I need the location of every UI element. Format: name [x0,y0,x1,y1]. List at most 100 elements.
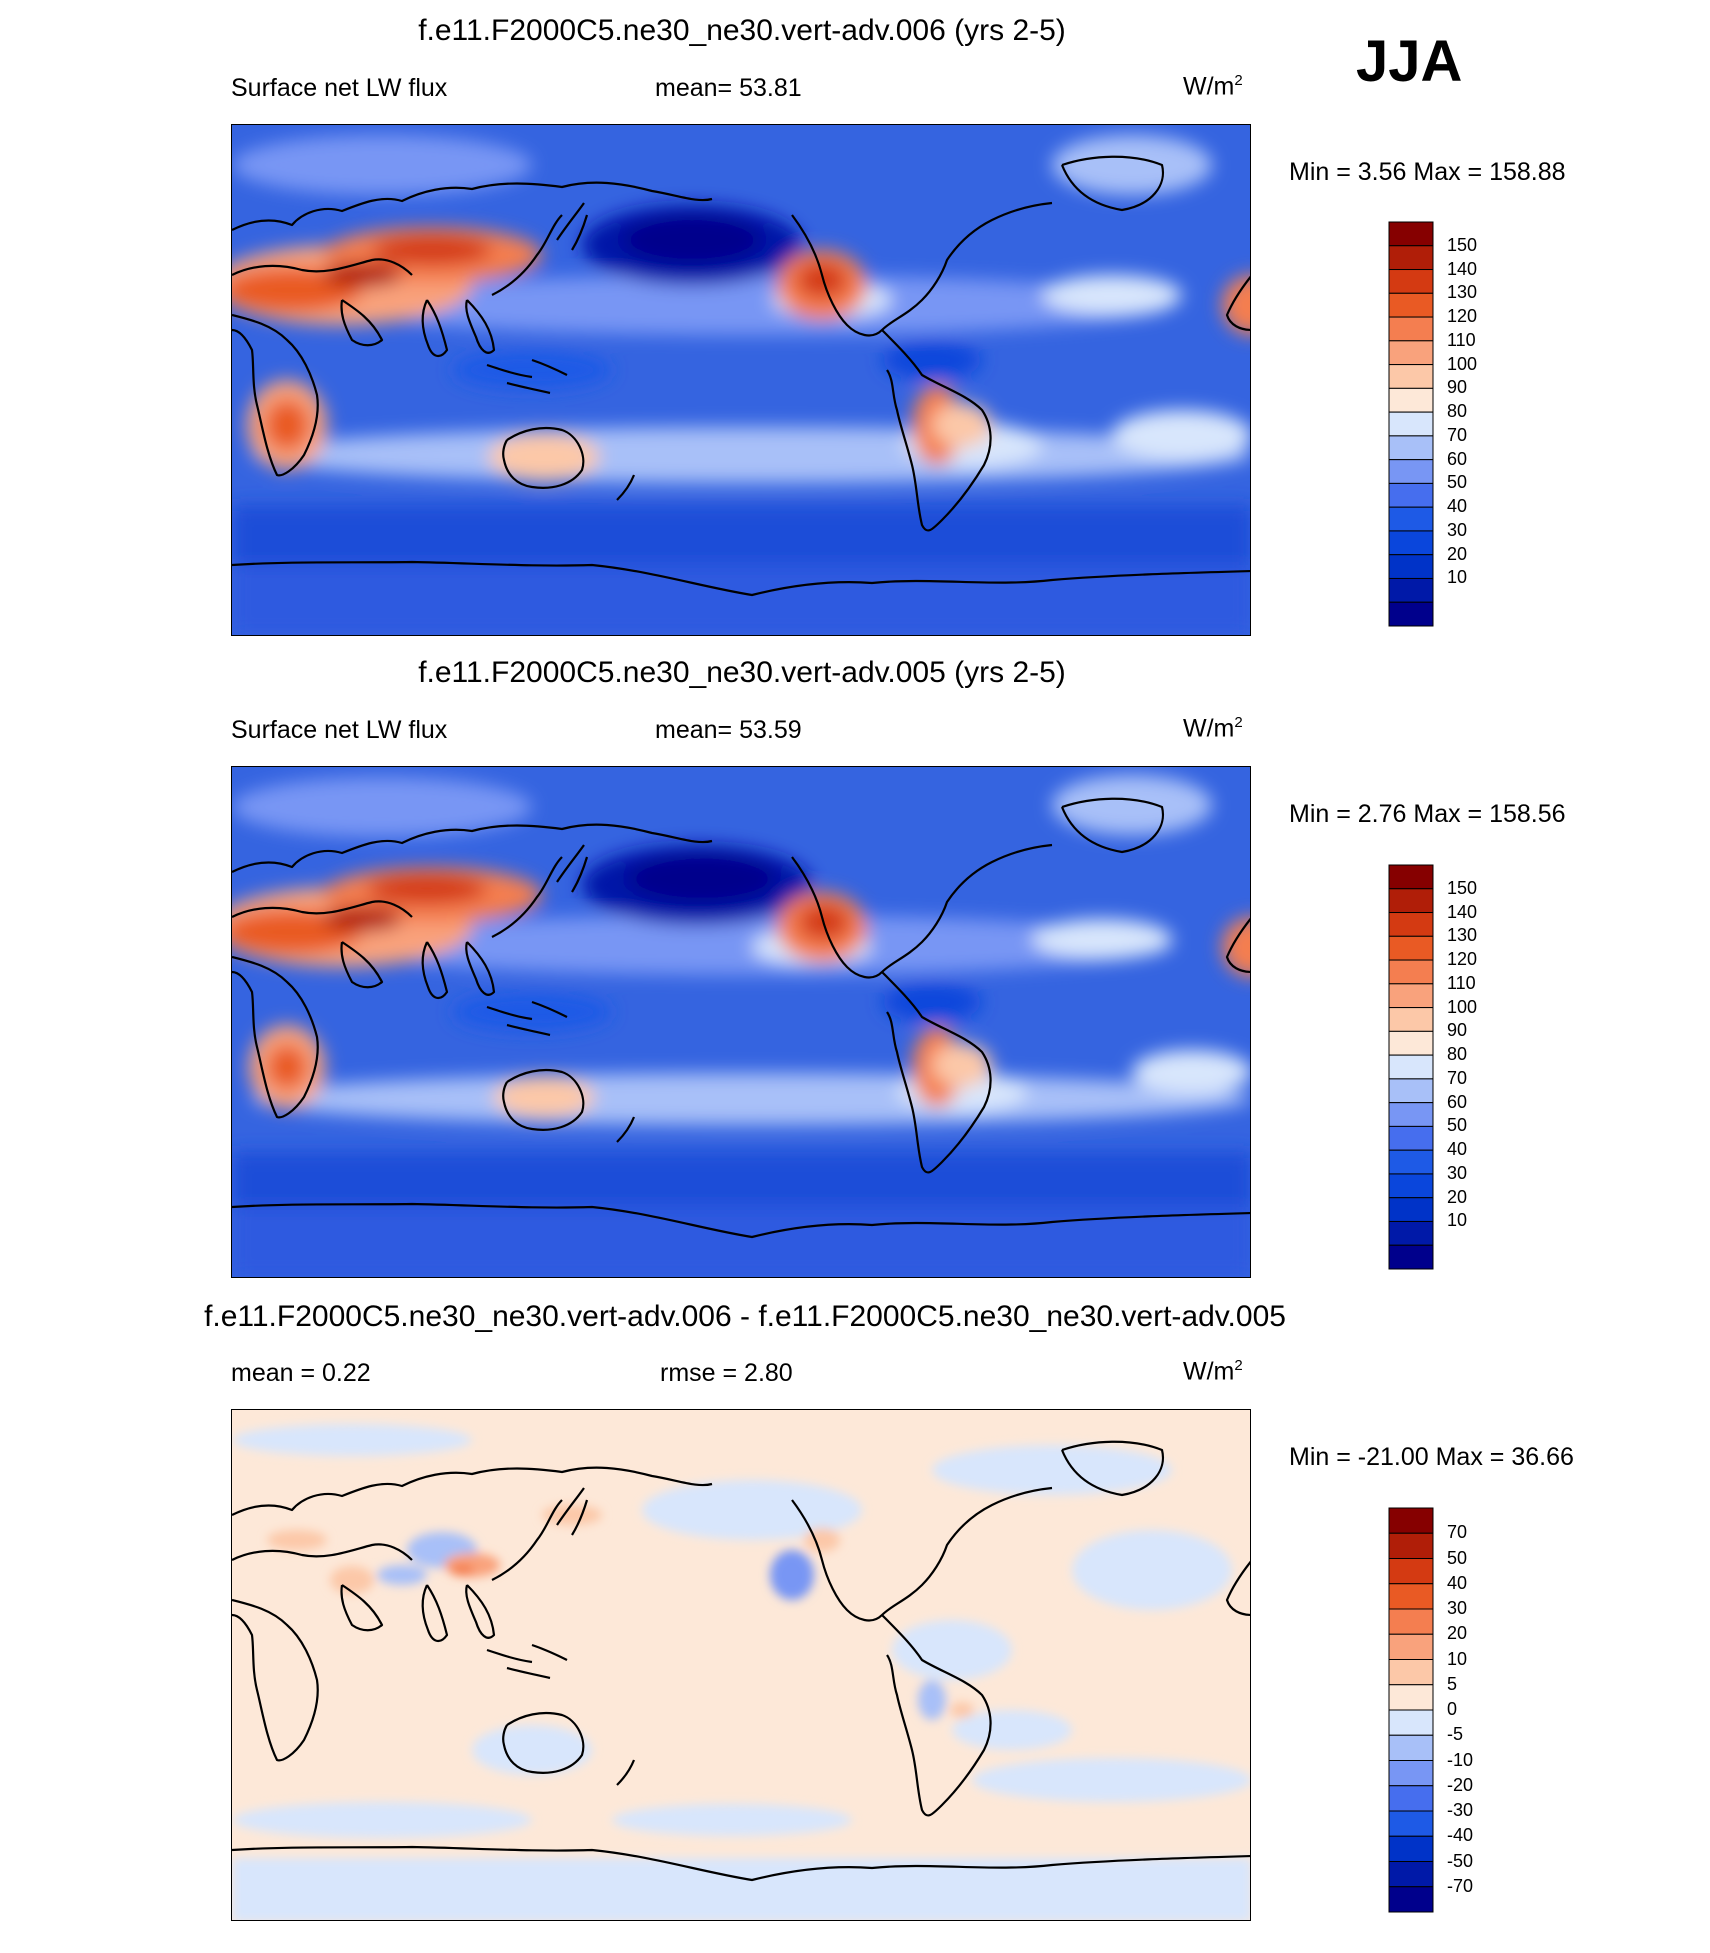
colorbar-tick-label: 110 [1447,972,1476,993]
colorbar-tick-label: 5 [1447,1673,1458,1694]
panel-1-mean-label: mean= 53.81 [655,74,802,102]
colorbar-swatch [1388,1835,1434,1862]
colorbar-swatch [1388,459,1434,484]
colorbar-swatch [1388,387,1434,413]
colorbar-tick-label: 20 [1447,1623,1468,1644]
colorbar-swatch [1388,1030,1434,1056]
colorbar-tick-label: -50 [1447,1850,1474,1871]
colorbar-tick-label: -30 [1447,1800,1474,1820]
colorbar-swatch [1388,292,1434,318]
panel-3-map [231,1409,1251,1921]
panel-2-title: f.e11.F2000C5.ne30_ne30.vert-adv.005 (yr… [418,656,1066,689]
colorbar-tick-label: -5 [1447,1724,1464,1745]
colorbar-tick-label: 0 [1447,1699,1458,1719]
colorbar-swatch [1388,340,1434,366]
colorbar-swatch [1388,1583,1434,1610]
panel-3-mean-label: mean = 0.22 [231,1359,371,1387]
panel-2-map [231,766,1251,1278]
colorbar-tick-label: 10 [1447,567,1468,588]
colorbar-tick-label: 20 [1447,543,1468,564]
panel-2-colorbar: 150 140 130 120 110 100 90 80 70 60 50 40 30 20 10 [1388,864,1477,1270]
colorbar-swatch [1388,364,1434,389]
colorbar-tick-label: 20 [1447,1186,1468,1207]
colorbar-swatch [1388,1102,1434,1127]
panel-3-rmse-label: rmse = 2.80 [660,1359,793,1387]
colorbar-swatch [1388,530,1434,556]
colorbar-tick-label: 10 [1447,1210,1468,1231]
colorbar-tick-label: 120 [1447,949,1478,970]
colorbar-swatch [1388,1125,1434,1151]
colorbar-swatch [1388,1785,1434,1812]
colorbar-swatch [1388,1007,1434,1032]
colorbar-swatch [1388,959,1434,985]
colorbar-swatch [1388,1220,1434,1246]
panel-1-map [231,124,1251,636]
colorbar-swatch [1388,1684,1434,1711]
colorbar-swatch [1388,1608,1434,1635]
colorbar-swatch [1388,935,1434,961]
colorbar-swatch [1388,577,1434,603]
colorbar-tick-label: -40 [1447,1825,1474,1846]
panel-2-unit-exponent: 2 [1234,714,1243,731]
colorbar-swatch [1388,864,1434,890]
panel-1-title: f.e11.F2000C5.ne30_ne30.vert-adv.006 (yr… [418,14,1066,47]
colorbar-swatch [1388,1532,1434,1559]
colorbar-swatch [1388,1558,1434,1585]
panel-3-minmax: Min = -21.00 Max = 36.66 [1289,1443,1574,1471]
season-label: JJA [1356,29,1463,94]
panel-2-mean-label: mean= 53.59 [655,716,802,744]
colorbar-swatch [1388,1810,1434,1837]
colorbar-swatches [1388,864,1434,1270]
colorbar-swatch [1388,1054,1434,1080]
colorbar-swatch [1388,1734,1434,1761]
colorbar-swatch [1388,1709,1434,1736]
colorbar-swatch [1388,1078,1434,1104]
colorbar-tick-label: 50 [1447,1115,1468,1136]
panel-3-unit-text: W/m [1183,1357,1235,1386]
colorbar-swatch [1388,1197,1434,1222]
colorbar-swatch [1388,1861,1434,1888]
colorbar-tick-label: 100 [1447,996,1478,1017]
colorbar-swatch [1388,1633,1434,1660]
colorbar-swatch [1388,482,1434,508]
panel-3-unit-exponent: 2 [1234,1357,1243,1374]
colorbar-swatches [1388,1507,1434,1913]
colorbar-swatch [1388,601,1434,627]
colorbar-tick-label: 150 [1447,877,1478,898]
colorbar-swatch [1388,245,1434,271]
colorbar-tick-label: 150 [1447,234,1478,255]
colorbar-swatch [1388,221,1434,247]
colorbar-tick-label: 130 [1447,925,1478,946]
colorbar-tick-label: 30 [1447,519,1468,540]
panel-3-colorbar: 70 50 40 30 20 10 5 0 -5 -10 -20 -30 -40 -50 -70 [1388,1507,1473,1913]
colorbar-tick-label: 70 [1447,1522,1468,1543]
colorbar-tick-label: 40 [1447,1572,1468,1593]
colorbar-tick-label: 80 [1447,401,1468,422]
colorbar-swatch [1388,888,1434,914]
panel-1-unit-label: W/m2 [1183,72,1243,101]
colorbar-tick-label: 50 [1447,472,1468,493]
colorbar-tick-label: 80 [1447,1044,1468,1065]
colorbar-swatch [1388,1173,1434,1199]
colorbar-tick-label: 100 [1447,353,1478,374]
colorbar-swatch [1388,316,1434,342]
panel-1-unit-exponent: 2 [1234,72,1243,89]
panel-2-unit-text: W/m [1183,714,1235,743]
colorbar-tick-label: 140 [1447,901,1478,922]
colorbar-tick-label: 40 [1447,496,1468,517]
colorbar-tick-label: 40 [1447,1139,1468,1160]
colorbar-swatch [1388,435,1434,461]
panel-3-unit-label: W/m2 [1183,1357,1243,1386]
colorbar-tick-label: 130 [1447,282,1478,303]
panel-1-variable-label: Surface net LW flux [231,74,448,102]
colorbar-tick-label: 30 [1447,1162,1468,1183]
colorbar-tick-label: -10 [1447,1749,1474,1770]
colorbar-tick-label: 70 [1447,424,1468,445]
colorbar-tick-label: 90 [1447,377,1468,398]
panel-2-unit-label: W/m2 [1183,714,1243,743]
colorbar-tick-label: 60 [1447,448,1468,469]
colorbar-swatch [1388,1886,1434,1913]
panel-3-title: f.e11.F2000C5.ne30_ne30.vert-adv.006 - f… [204,1300,1286,1333]
colorbar-swatch [1388,983,1434,1009]
panel-1-minmax: Min = 3.56 Max = 158.88 [1289,158,1566,186]
